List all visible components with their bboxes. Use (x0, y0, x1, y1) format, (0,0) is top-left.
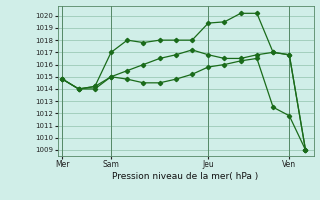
X-axis label: Pression niveau de la mer( hPa ): Pression niveau de la mer( hPa ) (112, 172, 259, 181)
